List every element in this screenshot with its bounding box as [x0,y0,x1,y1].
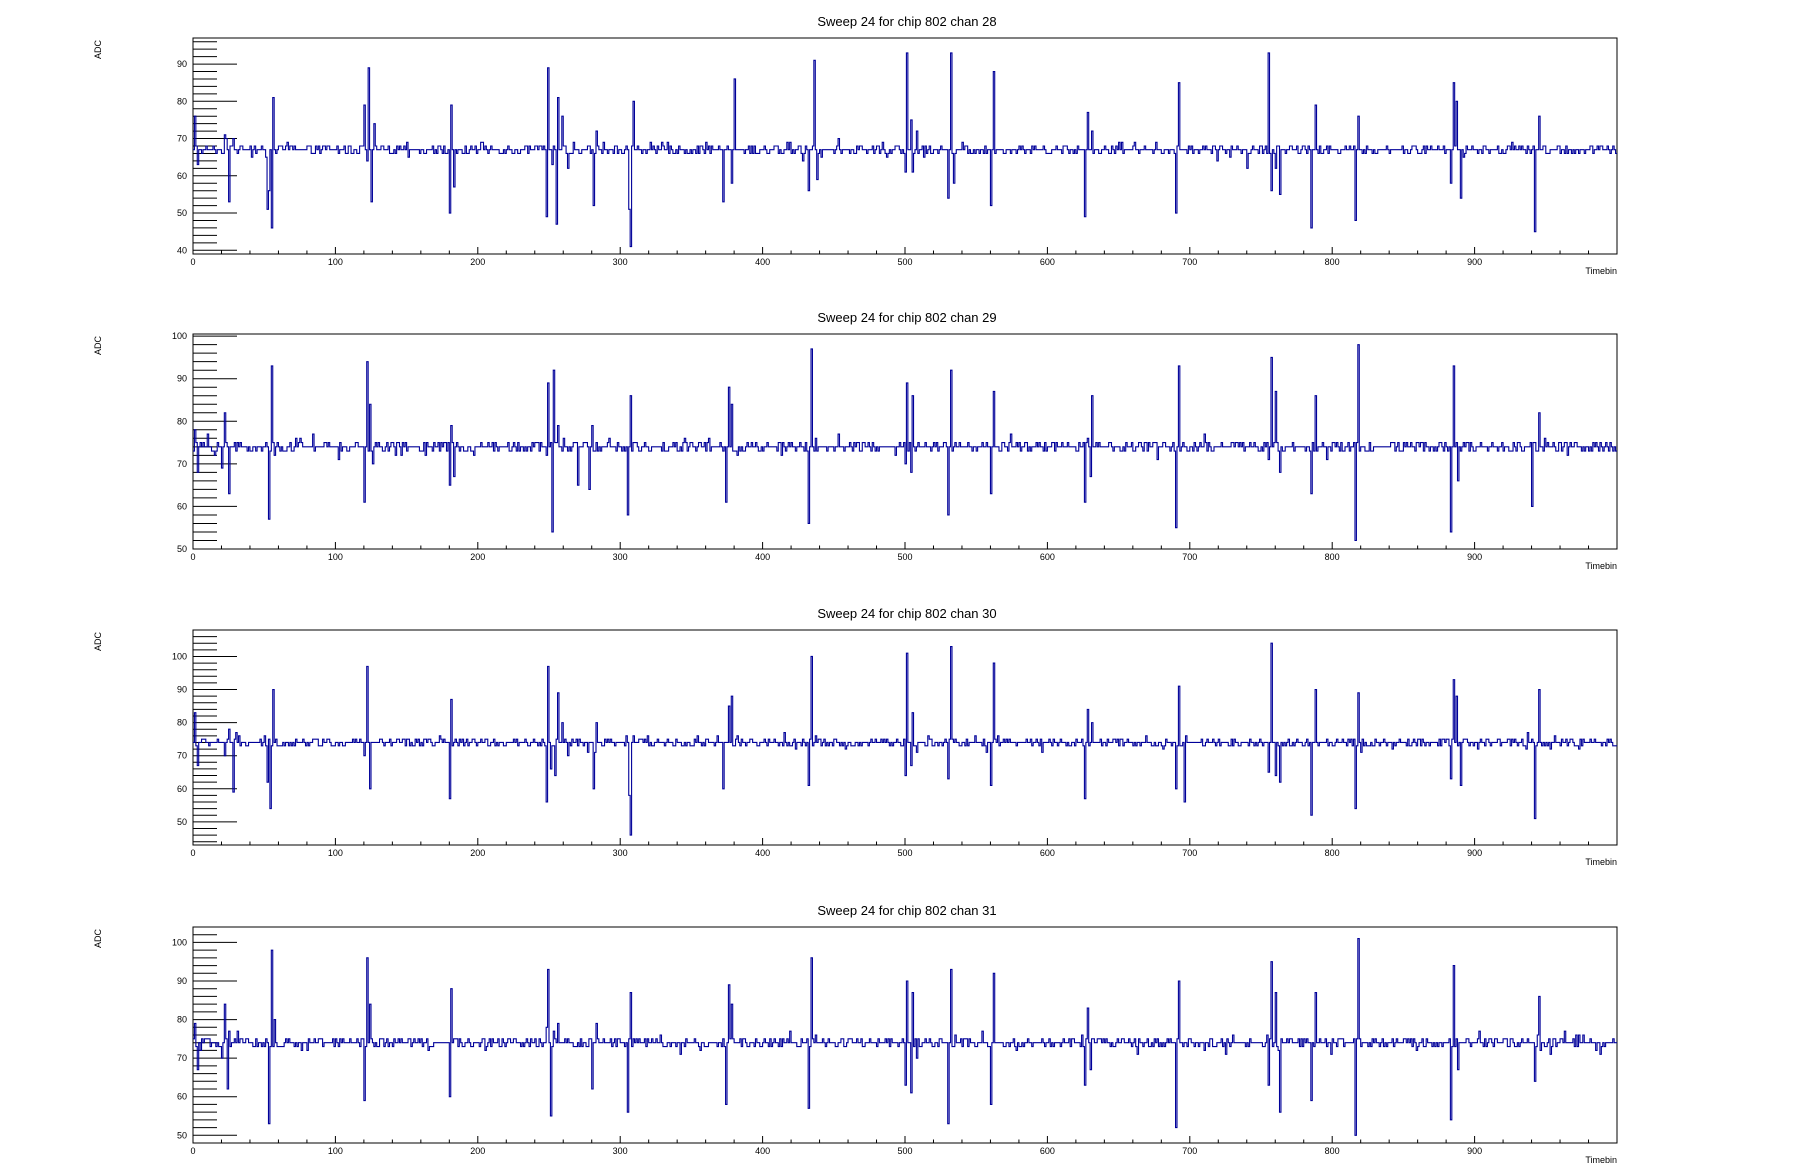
x-tick-label: 300 [613,552,628,562]
x-tick-label: 600 [1040,1146,1055,1156]
y-axis-label: ADC [93,336,103,356]
y-tick-label: 100 [172,937,187,947]
x-axis-label: Timebin [1585,857,1617,867]
x-axis-label: Timebin [1585,561,1617,571]
y-tick-label: 90 [177,374,187,384]
y-tick-label: 80 [177,96,187,106]
y-tick-label: 70 [177,459,187,469]
y-axis-label: ADC [93,929,103,949]
y-tick-label: 50 [177,544,187,554]
y-tick-label: 60 [177,501,187,511]
x-tick-label: 0 [190,257,195,267]
x-tick-label: 300 [613,848,628,858]
y-tick-label: 90 [177,976,187,986]
y-tick-label: 50 [177,817,187,827]
x-tick-label: 400 [755,552,770,562]
x-axis-ticks: 0 100 200 300 400 500 600 700 800 900 [190,1136,1618,1156]
chart-title: Sweep 24 for chip 802 chan 29 [817,310,996,325]
x-tick-label: 600 [1040,552,1055,562]
x-tick-label: 900 [1467,552,1482,562]
x-tick-label: 800 [1325,848,1340,858]
x-tick-label: 200 [470,1146,485,1156]
x-tick-label: 500 [897,552,912,562]
y-tick-label: 100 [172,651,187,661]
chart-panel-1: Sweep 24 for chip 802 chan 29 ADC Timebin 5… [93,310,1618,571]
x-tick-label: 400 [755,1146,770,1156]
x-tick-label: 200 [470,848,485,858]
x-tick-label: 700 [1182,848,1197,858]
x-tick-label: 500 [897,848,912,858]
x-tick-label: 500 [897,1146,912,1156]
chart-panel-3: Sweep 24 for chip 802 chan 31 ADC Timebin 5… [93,903,1618,1165]
x-tick-label: 200 [470,552,485,562]
x-tick-label: 100 [328,848,343,858]
y-tick-label: 70 [177,751,187,761]
x-tick-label: 300 [613,257,628,267]
y-tick-label: 50 [177,1130,187,1140]
y-axis-label: ADC [93,632,103,652]
adc-trace-series [193,344,1617,542]
x-axis-label: Timebin [1585,1155,1617,1165]
x-tick-label: 100 [328,1146,343,1156]
x-axis-ticks: 0 100 200 300 400 500 600 700 800 900 [190,838,1618,858]
x-tick-label: 700 [1182,552,1197,562]
x-tick-label: 900 [1467,1146,1482,1156]
x-tick-label: 400 [755,257,770,267]
y-axis-ticks: 50 60 70 80 90 100 [172,629,237,843]
y-tick-label: 70 [177,1053,187,1063]
y-tick-label: 60 [177,171,187,181]
chart-panel-2: Sweep 24 for chip 802 chan 30 ADC Timebin 5… [93,606,1618,867]
chart-title: Sweep 24 for chip 802 chan 30 [817,606,996,621]
x-tick-label: 400 [755,848,770,858]
y-axis-ticks: 50 60 70 80 90 100 [172,926,237,1144]
x-tick-label: 200 [470,257,485,267]
y-tick-label: 80 [177,718,187,728]
x-tick-label: 100 [328,552,343,562]
x-tick-label: 800 [1325,1146,1340,1156]
chart-panels: Sweep 24 for chip 802 chan 28 ADC Timebin 4… [93,14,1618,1165]
y-tick-label: 80 [177,416,187,426]
x-tick-label: 0 [190,1146,195,1156]
x-tick-label: 700 [1182,257,1197,267]
x-tick-label: 500 [897,257,912,267]
x-tick-label: 600 [1040,848,1055,858]
x-axis-ticks: 0 100 200 300 400 500 600 700 800 900 [190,542,1618,562]
x-tick-label: 600 [1040,257,1055,267]
y-tick-label: 90 [177,685,187,695]
adc-trace-series [193,642,1617,836]
y-tick-label: 50 [177,208,187,218]
adc-trace-series [193,52,1617,248]
x-tick-label: 100 [328,257,343,267]
y-tick-label: 70 [177,134,187,144]
x-axis-ticks: 0 100 200 300 400 500 600 700 800 900 [190,247,1618,267]
x-tick-label: 900 [1467,257,1482,267]
x-axis-label: Timebin [1585,266,1617,276]
x-tick-label: 0 [190,848,195,858]
y-tick-label: 60 [177,784,187,794]
chart-title: Sweep 24 for chip 802 chan 28 [817,14,996,29]
x-tick-label: 300 [613,1146,628,1156]
y-tick-label: 80 [177,1015,187,1025]
chart-panel-0: Sweep 24 for chip 802 chan 28 ADC Timebin 4… [93,14,1618,276]
x-tick-label: 800 [1325,257,1340,267]
y-axis-ticks: 50 60 70 80 90 100 [172,331,237,554]
y-axis-label: ADC [93,40,103,60]
y-tick-label: 100 [172,331,187,341]
chart-title: Sweep 24 for chip 802 chan 31 [817,903,996,918]
x-tick-label: 700 [1182,1146,1197,1156]
y-tick-label: 90 [177,59,187,69]
x-tick-label: 900 [1467,848,1482,858]
x-tick-label: 0 [190,552,195,562]
y-tick-label: 40 [177,245,187,255]
y-tick-label: 60 [177,1092,187,1102]
adc-trace-series [193,938,1617,1136]
x-tick-label: 800 [1325,552,1340,562]
